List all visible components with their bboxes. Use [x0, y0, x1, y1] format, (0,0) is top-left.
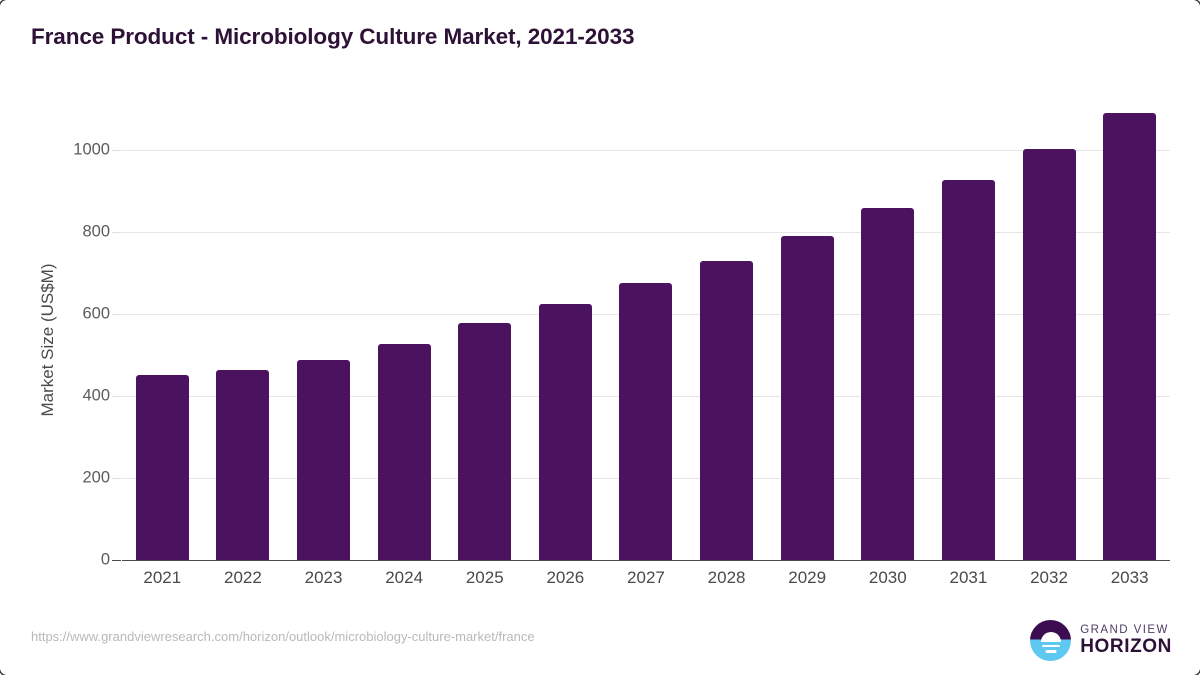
x-axis-tick-label: 2024	[385, 568, 424, 587]
x-axis-tick-label: 2033	[1110, 568, 1149, 587]
y-axis-tick-mark	[112, 478, 121, 479]
x-axis-tick-label: 2030	[868, 568, 907, 587]
bar-slot	[767, 100, 848, 560]
bar-2025[interactable]	[458, 323, 512, 560]
logo-wordmark: GRAND VIEW HORIZON	[1080, 624, 1172, 656]
bar-2028[interactable]	[700, 261, 754, 560]
plot-area	[112, 100, 1170, 562]
horizon-sunrise-icon	[1030, 620, 1072, 661]
chart-title: France Product - Microbiology Culture Ma…	[31, 24, 635, 49]
bar-2022[interactable]	[216, 370, 270, 560]
corner-artifact-bottom-right	[1193, 668, 1200, 675]
gridline	[122, 150, 1170, 152]
logo-text-grand-view: GRAND VIEW	[1080, 624, 1169, 637]
y-axis-tick-label: 0	[100, 550, 110, 569]
bar-2030[interactable]	[861, 208, 915, 560]
axis-baseline	[122, 560, 1170, 562]
bar-slot	[847, 100, 928, 560]
y-axis-tick-label: 200	[82, 468, 110, 487]
bar-slot	[122, 100, 203, 560]
x-axis-tick-label: 2032	[1030, 568, 1068, 587]
y-axis-tick-mark	[112, 314, 121, 315]
corner-artifact-top-right	[1193, 0, 1200, 7]
y-axis-tick-mark	[112, 232, 121, 233]
bar-slot	[686, 100, 767, 560]
logo-dome-shape	[1040, 632, 1061, 642]
x-axis-tick-label: 2022	[224, 568, 262, 587]
bar-slot	[1089, 100, 1170, 560]
bar-slot	[1009, 100, 1090, 560]
bar-2026[interactable]	[538, 304, 592, 560]
bar-2031[interactable]	[941, 179, 995, 560]
bar-slot	[606, 100, 687, 560]
x-axis-tick-label: 2023	[304, 568, 343, 587]
y-axis-tick-label: 600	[82, 304, 110, 323]
source-url[interactable]: https://www.grandviewresearch.com/horizo…	[31, 629, 535, 644]
logo-text-horizon: HORIZON	[1080, 635, 1172, 657]
x-axis-tick-label: 2027	[627, 568, 665, 587]
corner-artifact-bottom-left	[0, 668, 7, 675]
bar-2021[interactable]	[135, 375, 189, 560]
bar-2027[interactable]	[619, 282, 673, 560]
bar-2029[interactable]	[780, 236, 834, 560]
y-axis-tick-mark	[112, 560, 121, 562]
y-axis-tick-label: 1000	[73, 140, 110, 159]
x-axis-tick-label: 2026	[546, 568, 585, 587]
x-axis-tick-label: 2025	[465, 568, 504, 587]
y-axis-tick-labels: 0 200 400 600 800 1000	[0, 100, 110, 569]
bar-slot	[928, 100, 1009, 560]
bar-2032[interactable]	[1022, 149, 1076, 560]
x-axis-tick-labels: 2021 2022 2023 2024 2025 2026 2027 2028 2029 2030…	[122, 568, 1170, 588]
y-axis-tick-mark	[112, 150, 121, 152]
y-axis-tick-label: 800	[82, 222, 110, 241]
bar-2023[interactable]	[297, 359, 351, 560]
bar-slot	[525, 100, 606, 560]
grand-view-horizon-logo[interactable]: GRAND VIEW HORIZON	[1030, 620, 1172, 661]
x-axis-tick-label: 2021	[143, 568, 182, 587]
y-axis-tick-mark	[112, 396, 121, 397]
bar-slot	[203, 100, 284, 560]
bar-series	[122, 100, 1170, 560]
bar-2024[interactable]	[377, 343, 431, 560]
x-axis-tick-label: 2031	[949, 568, 988, 587]
bar-2033[interactable]	[1103, 113, 1157, 560]
y-axis-tick-label: 400	[82, 386, 110, 405]
logo-line-upper	[1041, 644, 1060, 648]
gridline	[122, 232, 1170, 233]
bar-slot	[364, 100, 445, 560]
bar-slot	[283, 100, 364, 560]
x-axis-tick-label: 2028	[707, 568, 746, 587]
logo-line-lower	[1045, 650, 1057, 653]
x-axis-tick-label: 2029	[788, 568, 827, 587]
corner-artifact-top-left	[0, 0, 7, 7]
bar-slot	[444, 100, 525, 560]
